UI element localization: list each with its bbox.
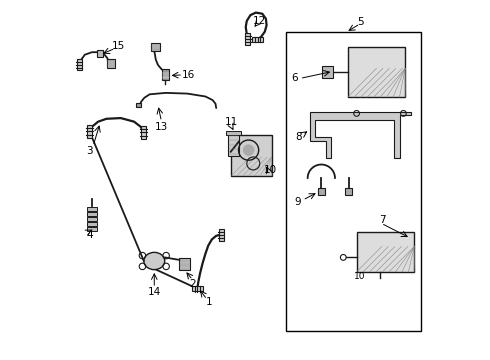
Bar [225, 131, 242, 135]
Text: 5: 5 [357, 17, 364, 27]
Text: 10: 10 [264, 165, 277, 175]
Polygon shape [252, 37, 263, 42]
Bar [87, 217, 98, 221]
Polygon shape [192, 286, 203, 291]
Circle shape [243, 144, 254, 156]
Bar [162, 69, 169, 80]
Bar [87, 227, 98, 231]
Text: 7: 7 [379, 215, 386, 225]
Text: 6: 6 [292, 73, 298, 84]
Polygon shape [310, 112, 411, 158]
Bar [286, 32, 421, 331]
FancyBboxPatch shape [357, 232, 414, 272]
Text: 14: 14 [147, 287, 161, 297]
Text: 2: 2 [190, 279, 196, 289]
Text: 13: 13 [155, 122, 168, 132]
Bar [107, 59, 116, 68]
Bar [228, 134, 239, 156]
Text: 15: 15 [112, 41, 125, 51]
Polygon shape [245, 33, 250, 45]
Polygon shape [141, 126, 147, 139]
Text: 3: 3 [86, 146, 93, 156]
Polygon shape [77, 59, 82, 70]
Ellipse shape [144, 252, 165, 270]
Text: 8: 8 [295, 132, 301, 142]
Text: 11: 11 [225, 117, 238, 127]
Bar [151, 43, 160, 51]
Text: 4: 4 [86, 230, 93, 240]
Text: 12: 12 [253, 16, 266, 26]
Polygon shape [87, 125, 92, 138]
Bar [98, 50, 103, 57]
Bar [136, 103, 141, 107]
Bar [345, 188, 352, 195]
FancyBboxPatch shape [231, 135, 272, 176]
Text: 9: 9 [294, 197, 300, 207]
Bar [87, 222, 98, 226]
Bar [318, 188, 325, 195]
Polygon shape [219, 229, 224, 240]
Bar [179, 258, 190, 270]
Bar [87, 207, 98, 211]
Bar [322, 66, 333, 78]
Bar [87, 212, 98, 216]
FancyBboxPatch shape [347, 47, 405, 97]
Text: 1: 1 [206, 297, 212, 307]
Text: 10: 10 [354, 272, 365, 281]
Text: 16: 16 [181, 70, 195, 80]
